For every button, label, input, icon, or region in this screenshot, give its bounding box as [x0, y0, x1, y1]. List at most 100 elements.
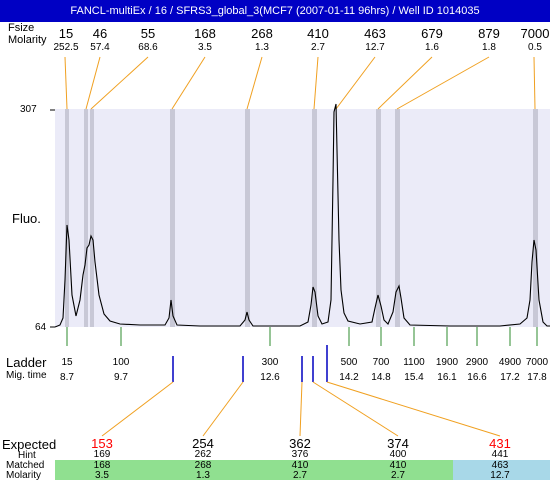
ladder-label: Ladder: [6, 355, 47, 370]
matched-value: 410: [291, 460, 309, 471]
peak-band: [533, 109, 538, 327]
expected-value: 153: [91, 436, 113, 451]
peak-connector: [171, 56, 206, 110]
peak-band: [395, 109, 400, 327]
peak-size: 46: [92, 26, 108, 41]
fsize-header: Fsize: [8, 22, 35, 34]
peak-size: 679: [421, 26, 443, 41]
peak-connector: [64, 56, 68, 110]
peak-connector: [246, 56, 263, 110]
expected-value: 374: [387, 436, 409, 451]
expected-label: Expected: [2, 437, 57, 452]
peak-band: [84, 109, 88, 327]
peak-molarity: 252.5: [53, 42, 79, 53]
matched-value: 410: [389, 460, 407, 471]
hint-label: Hint: [18, 450, 36, 461]
matched-molarity: 3.5: [95, 470, 109, 481]
peak-connector: [396, 56, 490, 110]
peak-connector: [90, 56, 149, 110]
ladder-size: 15: [61, 357, 73, 368]
hint-value: 400: [389, 449, 407, 460]
peak-size: 15: [58, 26, 74, 41]
peak-connector: [533, 56, 536, 110]
peak-molarity: 57.4: [90, 42, 110, 53]
peak-connector: [377, 56, 433, 110]
matched-value: 268: [194, 460, 212, 471]
peak-molarity: 1.3: [255, 42, 269, 53]
peak-molarity: 2.7: [311, 42, 325, 53]
expected-value: 254: [192, 436, 214, 451]
expected-connector: [101, 381, 174, 437]
ladder-mig-time: 16.1: [437, 372, 457, 383]
peak-band: [245, 109, 250, 327]
expected-value: 362: [289, 436, 311, 451]
peak-molarity: 1.6: [425, 42, 439, 53]
hint-value: 169: [93, 449, 111, 460]
mig-time-label: Mig. time: [6, 370, 47, 381]
ladder-size: 7000: [525, 357, 549, 368]
expected-connector: [326, 381, 501, 437]
matched-molarity: 2.7: [391, 470, 405, 481]
ladder-size: 700: [372, 357, 390, 368]
peak-molarity: 1.8: [482, 42, 496, 53]
peak-size: 55: [140, 26, 156, 41]
matched-band-green: [55, 460, 453, 480]
matched-value: 463: [491, 460, 509, 471]
y-tick-max: 307: [20, 104, 37, 115]
peak-band: [90, 109, 94, 327]
matched-band-blue: [453, 460, 550, 480]
hint-value: 262: [194, 449, 212, 460]
peak-band: [312, 109, 317, 327]
matched-molarity: 12.7: [490, 470, 510, 481]
ladder-mig-time: 15.4: [404, 372, 424, 383]
ladder-mig-time: 16.6: [467, 372, 487, 383]
hint-value: 441: [491, 449, 509, 460]
peak-molarity: 68.6: [138, 42, 158, 53]
peak-size: 268: [251, 26, 273, 41]
y-axis-label: Fluo.: [12, 211, 41, 226]
peak-size: 463: [364, 26, 386, 41]
peak-band: [376, 109, 381, 327]
peak-size: 410: [307, 26, 329, 41]
ladder-mig-time: 12.6: [260, 372, 280, 383]
peak-size: 168: [194, 26, 216, 41]
ladder-size: 1100: [403, 357, 425, 368]
molarity-label: Molarity: [6, 470, 42, 481]
ladder-size: 1900: [435, 357, 459, 368]
ladder-size: 500: [340, 357, 358, 368]
ladder-mig-time: 17.8: [527, 372, 547, 383]
matched-molarity: 1.3: [196, 470, 210, 481]
expected-connector: [312, 381, 399, 437]
peak-connector: [85, 56, 101, 110]
matched-label: Matched: [6, 460, 45, 471]
trace-line: [54, 103, 550, 328]
ladder-mig-time: 14.8: [371, 372, 391, 383]
ladder-mig-time: 17.2: [500, 372, 520, 383]
ladder-size: 100: [112, 357, 130, 368]
ladder-size: 300: [261, 357, 279, 368]
expected-connector: [202, 381, 244, 437]
plot-area: [55, 109, 550, 327]
y-tick-min: 64: [35, 322, 47, 333]
matched-value: 168: [93, 460, 111, 471]
peak-size: 7000: [520, 26, 550, 41]
molarity-header: Molarity: [8, 34, 47, 46]
matched-molarity: 2.7: [293, 470, 307, 481]
peak-band: [170, 109, 175, 327]
peak-size: 879: [478, 26, 500, 41]
peak-connector: [335, 56, 376, 110]
hint-value: 376: [291, 449, 309, 460]
peak-band: [65, 109, 69, 327]
window-title: FANCL-multiEx / 16 / SFRS3_global_3(MCF7…: [0, 0, 550, 22]
ladder-mig-time: 14.2: [339, 372, 359, 383]
peak-molarity: 12.7: [365, 42, 385, 53]
peak-molarity: 3.5: [198, 42, 212, 53]
expected-value: 431: [489, 436, 511, 451]
ladder-size: 4900: [498, 357, 522, 368]
ladder-mig-time: 9.7: [114, 372, 128, 383]
expected-connector: [299, 381, 303, 437]
ladder-size: 2900: [465, 357, 489, 368]
peak-molarity: 0.5: [528, 42, 542, 53]
peak-connector: [313, 56, 319, 110]
